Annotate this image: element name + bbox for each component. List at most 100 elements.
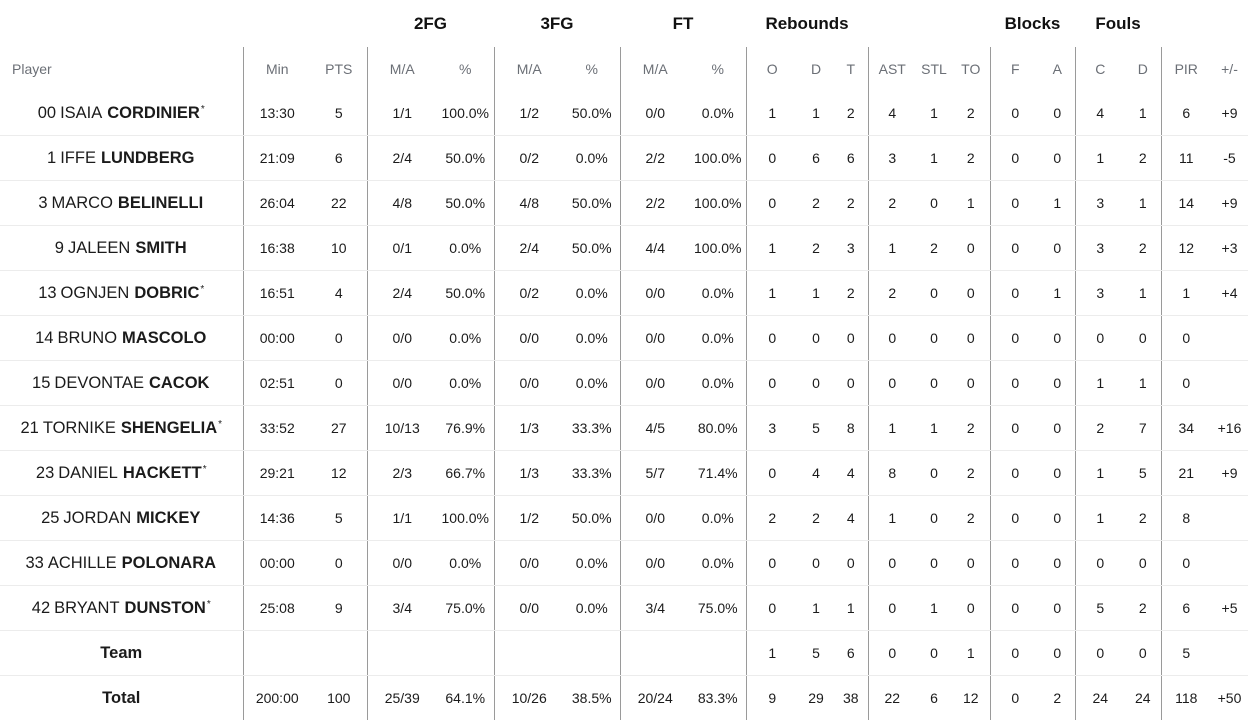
blk-f-cell: 0	[989, 91, 1040, 136]
col-blk-a[interactable]: A	[1052, 61, 1062, 77]
player-name-cell[interactable]: 00 ISAIA CORDINIER*	[0, 91, 243, 136]
player-last-name[interactable]: DOBRIC	[134, 283, 200, 302]
player-last-name[interactable]: MICKEY	[136, 508, 201, 527]
col-2fg-pct[interactable]: %	[459, 61, 472, 77]
player-name-cell[interactable]: 1 IFFE LUNDBERG	[0, 135, 243, 181]
group-blank-pir	[1161, 0, 1248, 47]
player-last-name[interactable]: BELINELLI	[117, 193, 204, 212]
reb-t-cell: 38	[842, 690, 859, 706]
player-last-name[interactable]: HACKETT	[122, 463, 202, 482]
foul-d-cell: 2	[1125, 495, 1161, 541]
col-blk-f[interactable]: F	[989, 47, 1040, 91]
to-cell: 1	[952, 630, 990, 676]
col-foul-d[interactable]: D	[1137, 61, 1148, 77]
plus-minus-cell: +4	[1211, 270, 1248, 316]
player-last-name[interactable]: DUNSTON	[124, 598, 206, 617]
col-3fg-ma[interactable]: M/A	[493, 47, 564, 91]
ft-pct-cell: 0.0%	[690, 360, 746, 406]
player-name-cell[interactable]: 25 JORDAN MICKEY	[0, 495, 243, 541]
player-row[interactable]: 13 OGNJEN DOBRIC* 16:51 4 2/4 50.0% 0/2 0.0% 0/0 0…	[0, 270, 1248, 316]
col-to[interactable]: TO	[961, 61, 981, 77]
player-row[interactable]: 33 ACHILLE POLONARA 00:00 0 0/0 0.0% 0/0 0.0% 0/0…	[0, 540, 1248, 586]
plus-minus-cell: +9	[1211, 180, 1248, 226]
player-name-cell[interactable]: 9 JALEEN SMITH	[0, 225, 243, 271]
player-last-name[interactable]: SHENGELIA	[120, 418, 218, 437]
col-pir[interactable]: PIR	[1160, 47, 1211, 91]
reb-d-cell: 4	[798, 450, 834, 496]
player-name-cell[interactable]: 13 OGNJEN DOBRIC*	[0, 270, 243, 316]
player-first-name: ISAIA	[60, 103, 103, 122]
col-pts[interactable]: PTS	[325, 61, 353, 77]
player-name-cell[interactable]: 15 DEVONTAE CACOK	[0, 360, 243, 406]
player-last-name[interactable]: LUNDBERG	[100, 148, 195, 167]
foul-c-cell: 24	[1074, 675, 1125, 720]
to-cell: 0	[952, 360, 990, 406]
player-name-cell[interactable]: 42 BRYANT DUNSTON*	[0, 585, 243, 631]
blk-a-cell: 2	[1053, 690, 1062, 706]
col-foul-c[interactable]: C	[1074, 47, 1125, 91]
2fg-ma-cell: 3/4	[366, 585, 437, 631]
2fg-pct-cell: 0.0%	[437, 315, 494, 361]
player-name-cell[interactable]: 23 DANIEL HACKETT*	[0, 450, 243, 496]
pts-cell: 22	[311, 180, 367, 226]
player-number: 1	[47, 148, 57, 167]
col-reb-o[interactable]: O	[745, 47, 798, 91]
3fg-ma-cell: 10/26	[493, 675, 564, 720]
col-min[interactable]: Min	[242, 47, 311, 91]
player-row[interactable]: 15 DEVONTAE CACOK 02:51 0 0/0 0.0% 0/0 0.0% 0/0 0.…	[0, 360, 1248, 406]
3fg-ma-cell: 0/0	[493, 360, 564, 406]
col-player[interactable]: Player	[12, 61, 52, 77]
player-row[interactable]: 1 IFFE LUNDBERG 21:09 6 2/4 50.0% 0/2 0.0% 2/2 100…	[0, 135, 1248, 181]
plus-minus-cell	[1211, 315, 1248, 361]
player-name-cell[interactable]: 3 MARCO BELINELLI	[0, 180, 243, 226]
stl-cell: 1	[916, 405, 952, 451]
min-cell: 33:52	[242, 405, 311, 451]
2fg-pct-cell: 50.0%	[437, 180, 494, 226]
player-last-name[interactable]: SMITH	[135, 238, 187, 257]
player-row[interactable]: 21 TORNIKE SHENGELIA* 33:52 27 10/13 76.9% 1/3 3…	[0, 405, 1248, 451]
ft-ma-cell: 0/0	[619, 495, 690, 541]
player-row[interactable]: 14 BRUNO MASCOLO 00:00 0 0/0 0.0% 0/0 0.0% 0/0 0.0…	[0, 315, 1248, 361]
pts-cell: 12	[311, 450, 367, 496]
reb-o-cell: 0	[745, 315, 798, 361]
reb-d-cell: 1	[798, 585, 834, 631]
plus-minus-cell: +9	[1211, 91, 1248, 136]
col-ft-pct[interactable]: %	[711, 61, 724, 77]
col-stl[interactable]: STL	[921, 61, 947, 77]
col-3fg-pct[interactable]: %	[585, 61, 598, 77]
player-row[interactable]: 9 JALEEN SMITH 16:38 10 0/1 0.0% 2/4 50.0% 4/4 100…	[0, 225, 1248, 271]
player-last-name[interactable]: POLONARA	[121, 553, 217, 572]
blk-f-cell: 0	[989, 225, 1040, 271]
player-row[interactable]: 42 BRYANT DUNSTON* 25:08 9 3/4 75.0% 0/0 0.0% 3/4…	[0, 585, 1248, 631]
min-cell: 00:00	[242, 315, 311, 361]
player-row[interactable]: 23 DANIEL HACKETT* 29:21 12 2/3 66.7% 1/3 33.3% 5…	[0, 450, 1248, 496]
pir-cell: 12	[1160, 225, 1211, 271]
2fg-pct-cell: 100.0%	[437, 495, 494, 541]
pir-cell: 6	[1160, 91, 1211, 136]
col-2fg-ma[interactable]: M/A	[366, 47, 437, 91]
ast-cell: 2	[867, 270, 916, 316]
3fg-pct-cell: 50.0%	[564, 180, 620, 226]
3fg-pct-cell: 0.0%	[564, 315, 620, 361]
col-reb-t[interactable]: T	[846, 61, 856, 77]
player-row[interactable]: 00 ISAIA CORDINIER* 13:30 5 1/1 100.0% 1/2 50.0%…	[0, 91, 1248, 136]
col-plus-minus[interactable]: +/-	[1221, 61, 1238, 77]
player-last-name[interactable]: CACOK	[148, 373, 210, 392]
player-first-name: DANIEL	[58, 463, 118, 482]
player-row[interactable]: 25 JORDAN MICKEY 14:36 5 1/1 100.0% 1/2 50.0% 0/0…	[0, 495, 1248, 541]
player-row[interactable]: 3 MARCO BELINELLI 26:04 22 4/8 50.0% 4/8 50.0% 2/…	[0, 180, 1248, 226]
player-number: 3	[38, 193, 48, 212]
col-reb-d[interactable]: D	[810, 61, 822, 77]
player-name-cell[interactable]: 14 BRUNO MASCOLO	[0, 315, 243, 361]
player-name-cell[interactable]: 21 TORNIKE SHENGELIA*	[0, 405, 243, 451]
col-ast[interactable]: AST	[867, 47, 916, 91]
col-ft-ma[interactable]: M/A	[619, 47, 690, 91]
player-last-name[interactable]: CORDINIER	[107, 103, 200, 122]
reb-t-cell: 4	[834, 495, 868, 541]
pir-cell: 11	[1160, 135, 1211, 181]
3fg-ma-cell: 4/8	[493, 180, 564, 226]
player-name-cell[interactable]: 33 ACHILLE POLONARA	[0, 540, 243, 586]
reb-t-cell: 6	[834, 630, 868, 676]
player-last-name[interactable]: MASCOLO	[122, 328, 207, 347]
